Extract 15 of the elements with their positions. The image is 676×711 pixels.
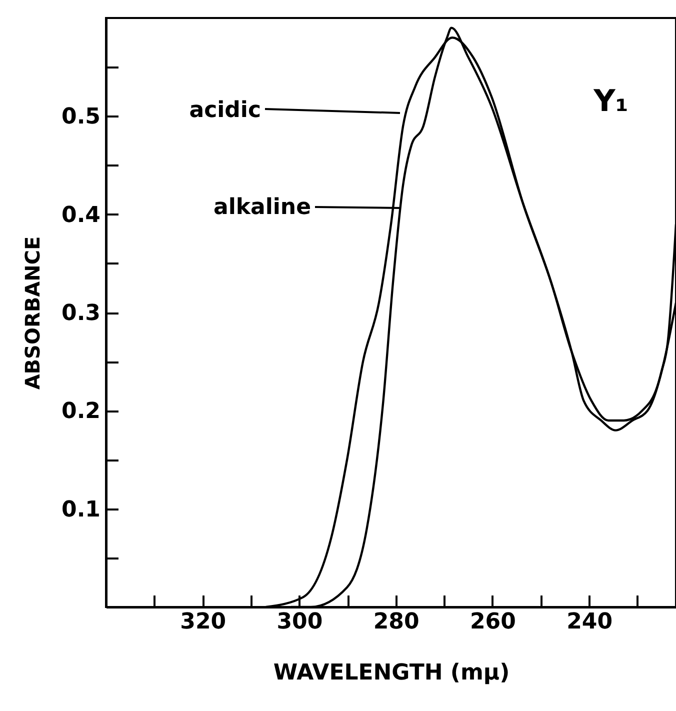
y-tick-label: 0.4 bbox=[62, 202, 100, 228]
x-tick-label: 300 bbox=[276, 610, 323, 634]
y-tick-label: 0.1 bbox=[62, 497, 100, 522]
text: acidic bbox=[189, 98, 261, 123]
x-tick-label: 320 bbox=[180, 610, 226, 634]
y-tick-label: 0.3 bbox=[62, 301, 100, 326]
x-tick-label: 280 bbox=[373, 610, 420, 634]
legend-label: alkaline bbox=[213, 195, 311, 220]
y-axis-title: ABSORBANCE bbox=[20, 236, 45, 390]
y-tick-label: 0.5 bbox=[62, 104, 100, 130]
x-tick-label: 240 bbox=[566, 610, 613, 634]
y-tick-label: 0.2 bbox=[62, 399, 100, 424]
x-tick-label: 260 bbox=[470, 610, 516, 634]
annotation: Y₁ bbox=[592, 84, 628, 119]
x-axis-title: WAVELENGTH (mμ) bbox=[273, 660, 510, 686]
